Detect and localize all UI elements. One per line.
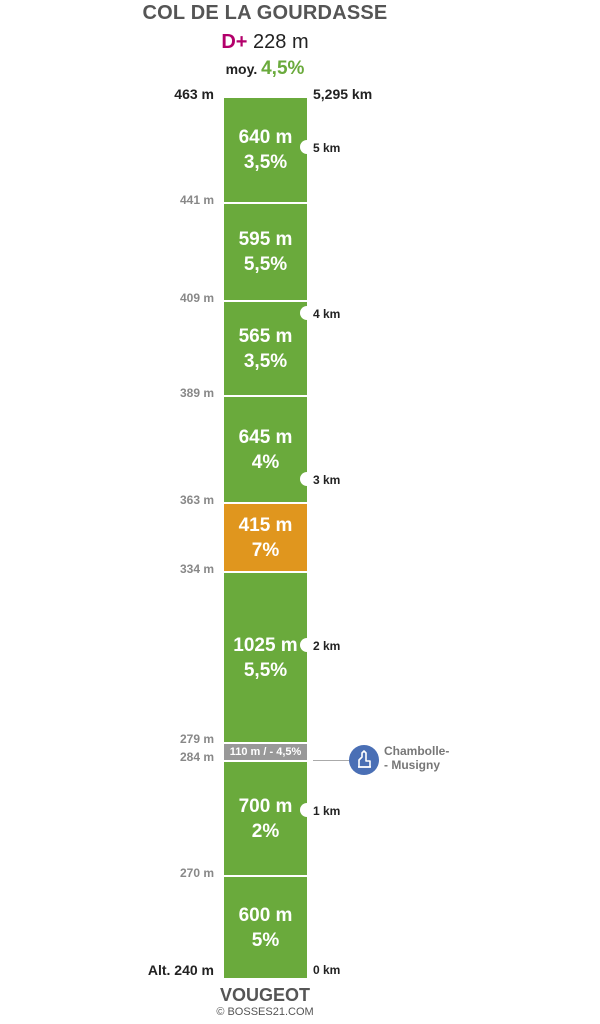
segment-separator <box>224 395 307 397</box>
altitude-label: 334 m <box>179 562 214 576</box>
segment-separator <box>224 760 307 762</box>
climb-title: COL DE LA GOURDASSE <box>142 2 388 24</box>
dplus-label: D+ <box>221 31 248 53</box>
moy-value: 4,5% <box>261 58 305 79</box>
elevation-gain: D+ 228 m <box>0 31 530 54</box>
segment-length: 645 m <box>238 426 293 448</box>
start-location: VOUGEOT <box>219 985 310 1005</box>
segment: 595 m 5,5% <box>224 204 307 300</box>
km-marker-label: 5 km <box>313 141 341 155</box>
segment: 645 m 4% <box>224 397 307 502</box>
moy-label: moy. <box>225 61 258 77</box>
dplus-value: 228 m <box>253 31 309 53</box>
segment-length: 1025 m <box>233 634 298 656</box>
km-marker-label: 2 km <box>313 639 341 653</box>
altitude-label: 389 m <box>179 386 214 400</box>
segment-length: 110 m <box>229 746 261 758</box>
segment-length: 565 m <box>238 325 293 347</box>
segment-length: 640 m <box>238 127 293 148</box>
altitude-label: 279 m <box>179 732 214 746</box>
segment: 700 m 2% <box>224 762 307 875</box>
altitude-label: 284 m <box>179 750 214 764</box>
credit: © BOSSES21.COM <box>216 1006 314 1018</box>
summit-altitude: 463 m <box>174 86 214 102</box>
altitude-label: 363 m <box>179 493 214 507</box>
segment-length: 600 m <box>238 904 293 926</box>
segment: 640 m 3,5% <box>224 98 307 202</box>
km-marker-dot <box>300 803 314 817</box>
segment-grade: 7% <box>251 539 280 561</box>
segment-length: 700 m <box>238 795 293 817</box>
segment-length: 415 m <box>238 514 293 536</box>
segment: 110 m / - 4,5% <box>224 744 307 760</box>
altitude-label: 270 m <box>179 866 214 880</box>
segment-grade: 3,5% <box>243 350 288 372</box>
km-marker-dot <box>300 472 314 486</box>
segment-grade: 5,5% <box>243 254 288 275</box>
segment-grade: 5,5% <box>243 659 288 681</box>
segment-separator <box>224 202 307 204</box>
km-marker-dot <box>300 140 314 154</box>
poi-label: Chambolle- - Musigny <box>384 744 450 772</box>
km-marker-dot <box>300 638 314 652</box>
km-marker-label: 3 km <box>313 473 341 487</box>
segment-grade: 2% <box>251 820 280 842</box>
altitude-label: 409 m <box>179 291 214 305</box>
km-marker-label: 4 km <box>313 307 341 321</box>
km-marker-dot <box>300 306 314 320</box>
church-icon <box>349 745 379 775</box>
segment: 565 m 3,5% <box>224 302 307 395</box>
segment-separator <box>224 875 307 877</box>
profile-bar: 640 m 3,5% 595 m 5,5% 565 m 3,5% 645 m 4… <box>224 98 314 978</box>
segment-grade: 4% <box>251 451 280 473</box>
segment: 415 m 7% <box>224 504 307 571</box>
km-marker-label: 1 km <box>313 804 341 818</box>
segment-grade: / - 4,5% <box>260 746 302 758</box>
segment-grade: 3,5% <box>243 152 288 173</box>
poi-connector <box>313 760 349 761</box>
start-altitude: Alt. 240 m <box>147 962 214 978</box>
summit-distance: 5,295 km <box>313 86 373 102</box>
altitude-label: 441 m <box>179 193 214 207</box>
segment-separator <box>224 571 307 573</box>
start-distance: 0 km <box>313 963 341 977</box>
segment-separator <box>224 742 307 744</box>
segment-grade: 5% <box>251 929 280 951</box>
segment: 600 m 5% <box>224 877 307 978</box>
segment-separator <box>224 502 307 504</box>
segment-length: 595 m <box>238 229 293 250</box>
segment-separator <box>224 300 307 302</box>
segment: 1025 m 5,5% <box>224 573 307 742</box>
average-grade: moy. 4,5% <box>0 58 530 80</box>
